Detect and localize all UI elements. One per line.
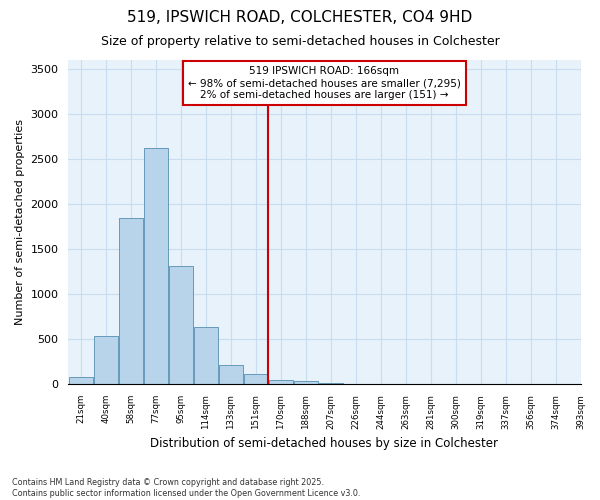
- Bar: [144, 148, 167, 384]
- Bar: [319, 383, 343, 384]
- Text: Contains HM Land Registry data © Crown copyright and database right 2025.
Contai: Contains HM Land Registry data © Crown c…: [12, 478, 361, 498]
- Bar: [294, 382, 317, 384]
- Text: 519, IPSWICH ROAD, COLCHESTER, CO4 9HD: 519, IPSWICH ROAD, COLCHESTER, CO4 9HD: [127, 10, 473, 25]
- Bar: [169, 266, 193, 384]
- Bar: [244, 374, 268, 384]
- Text: 519 IPSWICH ROAD: 166sqm
← 98% of semi-detached houses are smaller (7,295)
2% of: 519 IPSWICH ROAD: 166sqm ← 98% of semi-d…: [188, 66, 461, 100]
- Bar: [69, 378, 93, 384]
- Bar: [269, 380, 293, 384]
- Text: Size of property relative to semi-detached houses in Colchester: Size of property relative to semi-detach…: [101, 35, 499, 48]
- Y-axis label: Number of semi-detached properties: Number of semi-detached properties: [15, 119, 25, 325]
- X-axis label: Distribution of semi-detached houses by size in Colchester: Distribution of semi-detached houses by …: [151, 437, 499, 450]
- Bar: [94, 336, 118, 384]
- Bar: [119, 218, 143, 384]
- Bar: [219, 365, 242, 384]
- Bar: [194, 327, 218, 384]
